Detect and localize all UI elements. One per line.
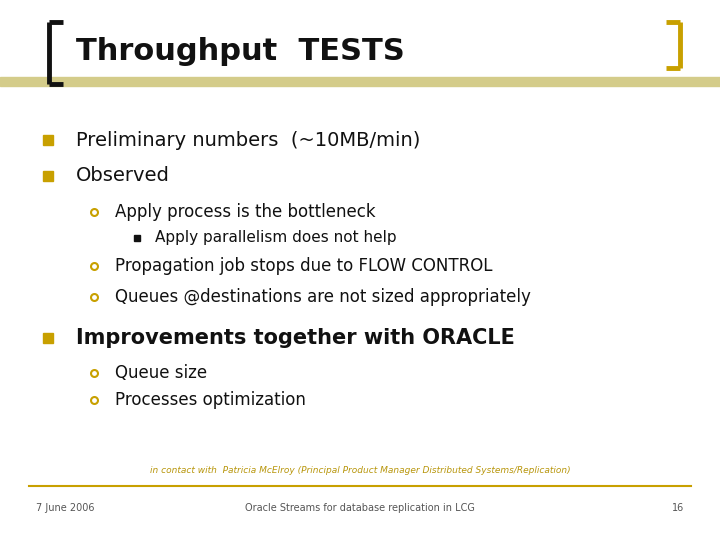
Text: Throughput  TESTS: Throughput TESTS [76,37,405,66]
Text: Improvements together with ORACLE: Improvements together with ORACLE [76,327,515,348]
Text: Preliminary numbers  (~10MB/min): Preliminary numbers (~10MB/min) [76,131,420,150]
Text: Propagation job stops due to FLOW CONTROL: Propagation job stops due to FLOW CONTRO… [115,257,492,275]
Text: Processes optimization: Processes optimization [115,390,306,409]
Text: Apply parallelism does not help: Apply parallelism does not help [155,230,397,245]
Bar [0,77,720,86]
Text: 16: 16 [672,503,684,512]
Text: Apply process is the bottleneck: Apply process is the bottleneck [115,202,376,221]
Text: 7 June 2006: 7 June 2006 [36,503,94,512]
Text: Queues @destinations are not sized appropriately: Queues @destinations are not sized appro… [115,288,531,306]
Text: in contact with  Patricia McElroy (Principal Product Manager Distributed Systems: in contact with Patricia McElroy (Princi… [150,467,570,475]
Text: Queue size: Queue size [115,363,207,382]
Text: Oracle Streams for database replication in LCG: Oracle Streams for database replication … [245,503,475,512]
Text: Observed: Observed [76,166,169,185]
